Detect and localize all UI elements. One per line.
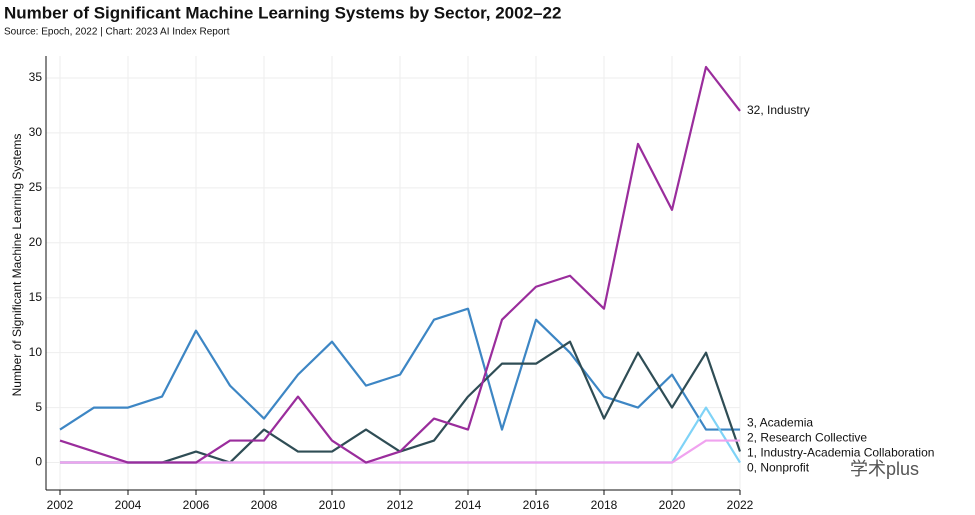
end-label: 2, Research Collective: [747, 431, 867, 445]
y-tick-label: 0: [35, 455, 42, 469]
x-tick-label: 2008: [251, 498, 278, 512]
y-tick-label: 10: [29, 345, 43, 359]
series-line: [59, 307, 740, 431]
x-tick-label: 2014: [455, 498, 482, 512]
y-tick-label: 15: [29, 290, 43, 304]
series-line: [59, 65, 741, 464]
x-tick-label: 2010: [319, 498, 346, 512]
x-tick-label: 2006: [183, 498, 210, 512]
y-tick-label: 35: [29, 70, 43, 84]
end-label: 1, Industry-Academia Collaboration: [747, 446, 934, 460]
x-tick-label: 2002: [47, 498, 74, 512]
y-tick-label: 30: [29, 125, 43, 139]
x-tick-label: 2016: [523, 498, 550, 512]
x-tick-label: 2004: [115, 498, 142, 512]
y-tick-label: 5: [35, 400, 42, 414]
x-tick-label: 2020: [659, 498, 686, 512]
x-tick-label: 2022: [727, 498, 754, 512]
end-label: 0, Nonprofit: [747, 461, 810, 475]
chart-subtitle: Source: Epoch, 2022 | Chart: 2023 AI Ind…: [4, 27, 230, 38]
y-axis-label: Number of Significant Machine Learning S…: [10, 134, 24, 397]
end-label: 32, Industry: [747, 103, 810, 117]
end-label: 3, Academia: [747, 416, 813, 430]
x-tick-label: 2018: [591, 498, 618, 512]
y-tick-label: 25: [29, 180, 43, 194]
chart-title: Number of Significant Machine Learning S…: [4, 3, 561, 22]
x-tick-label: 2012: [387, 498, 414, 512]
y-tick-label: 20: [29, 235, 43, 249]
watermark: 学术plus: [850, 459, 919, 479]
